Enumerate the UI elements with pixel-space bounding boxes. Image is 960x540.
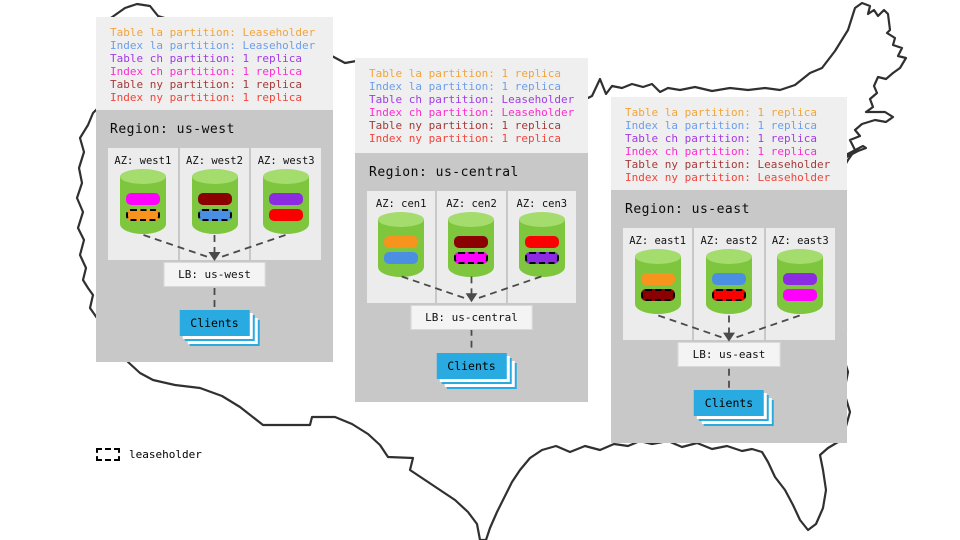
region-card: Region: us-west AZ: west1 AZ: west2 — [96, 110, 333, 362]
db-cylinder-icon — [263, 169, 310, 234]
legend-line: Table ny partition: 1 replica — [110, 78, 303, 91]
partition-bar — [125, 209, 160, 221]
region-us-west: Table la partition: Leaseholder Index la… — [96, 17, 333, 362]
legend-line: Table ch partition: 1 replica — [110, 52, 303, 65]
legend-line: Index ny partition: 1 replica — [110, 91, 303, 104]
az-label: AZ: west3 — [257, 155, 315, 167]
partition-bar — [640, 273, 675, 285]
az-label: AZ: east3 — [771, 235, 829, 247]
az-column-cen2: AZ: cen2 — [437, 191, 506, 303]
db-cylinder-icon — [777, 249, 824, 314]
partition-bar — [269, 193, 304, 205]
az-label: AZ: west2 — [186, 155, 243, 167]
partition-bar — [711, 273, 746, 285]
az-column-cen3: AZ: cen3 — [507, 191, 576, 303]
clients-box: Clients — [693, 390, 765, 416]
legend-line: Table ch partition: 1 replica — [625, 132, 818, 145]
db-cylinder-icon — [119, 169, 166, 234]
az-row: AZ: east1 AZ: east2 AZ: east3 — [623, 228, 835, 340]
region-card: Region: us-east AZ: east1 AZ: east2 — [611, 190, 847, 443]
region-us-east: Table la partition: 1 replica Index la p… — [611, 97, 847, 443]
legend-line: Index la partition: 1 replica — [625, 119, 818, 132]
load-balancer-box: LB: us-east — [677, 342, 781, 367]
partition-legend-us-central: Table la partition: 1 replica Index la p… — [355, 58, 588, 153]
leaseholder-key-label: leaseholder — [129, 448, 202, 461]
az-column-east2: AZ: east2 — [694, 228, 764, 340]
leaseholder-key: leaseholder — [96, 448, 202, 461]
az-label: AZ: cen3 — [516, 198, 568, 210]
region-card: Region: us-central AZ: cen1 AZ: cen2 — [355, 153, 588, 402]
db-cylinder-icon — [191, 169, 238, 234]
partition-legend-us-west: Table la partition: Leaseholder Index la… — [96, 17, 333, 110]
az-label: AZ: cen2 — [446, 198, 497, 210]
legend-line: Table ny partition: Leaseholder — [625, 158, 831, 171]
az-label: AZ: west1 — [114, 155, 172, 167]
partition-bar — [783, 273, 818, 285]
az-label: AZ: east1 — [629, 235, 687, 247]
legend-line: Index la partition: Leaseholder — [110, 39, 316, 52]
clients-box: Clients — [179, 310, 250, 336]
region-us-central: Table la partition: 1 replica Index la p… — [355, 58, 588, 402]
legend-line: Index ch partition: 1 replica — [625, 145, 818, 158]
partition-bar — [640, 289, 675, 301]
db-cylinder-icon — [378, 212, 425, 277]
partition-bar — [454, 252, 489, 264]
az-row: AZ: west1 AZ: west2 AZ: west3 — [108, 148, 322, 260]
legend-line: Table la partition: 1 replica — [369, 67, 562, 80]
legend-line: Index ny partition: 1 replica — [369, 132, 562, 145]
partition-bar — [711, 289, 746, 301]
legend-line: Index ch partition: 1 replica — [110, 65, 303, 78]
legend-line: Table la partition: Leaseholder — [110, 26, 316, 39]
partition-bar — [524, 236, 559, 248]
db-cylinder-icon — [518, 212, 565, 277]
partition-bar — [269, 209, 304, 221]
az-column-west3: AZ: west3 — [251, 148, 322, 260]
region-title: Region: us-west — [110, 122, 235, 137]
partition-bar — [454, 236, 489, 248]
partition-legend-us-east: Table la partition: 1 replica Index la p… — [611, 97, 847, 190]
region-title: Region: us-east — [625, 202, 750, 217]
legend-line: Table ny partition: 1 replica — [369, 119, 562, 132]
legend-line: Index la partition: 1 replica — [369, 80, 562, 93]
partition-bar — [197, 209, 232, 221]
legend-line: Index ny partition: Leaseholder — [625, 171, 831, 184]
clients-box: Clients — [436, 353, 507, 379]
az-label: AZ: east2 — [700, 235, 758, 247]
partition-bar — [524, 252, 559, 264]
az-column-east3: AZ: east3 — [765, 228, 835, 340]
leaseholder-swatch-icon — [96, 448, 120, 461]
load-balancer-box: LB: us-west — [163, 262, 266, 287]
partition-bar — [384, 252, 419, 264]
partition-bar — [783, 289, 818, 301]
db-cylinder-icon — [448, 212, 495, 277]
load-balancer-box: LB: us-central — [410, 305, 533, 330]
db-cylinder-icon — [634, 249, 681, 314]
db-cylinder-icon — [705, 249, 752, 314]
az-column-west2: AZ: west2 — [179, 148, 250, 260]
region-title: Region: us-central — [369, 165, 519, 180]
partition-bar — [125, 193, 160, 205]
partition-bar — [197, 193, 232, 205]
partition-bar — [384, 236, 419, 248]
az-column-west1: AZ: west1 — [108, 148, 178, 260]
legend-line: Index ch partition: Leaseholder — [369, 106, 575, 119]
az-column-east1: AZ: east1 — [623, 228, 693, 340]
az-row: AZ: cen1 AZ: cen2 AZ: cen3 — [367, 191, 576, 303]
az-column-cen1: AZ: cen1 — [367, 191, 436, 303]
legend-line: Table ch partition: Leaseholder — [369, 93, 575, 106]
legend-line: Table la partition: 1 replica — [625, 106, 818, 119]
az-label: AZ: cen1 — [375, 198, 427, 210]
